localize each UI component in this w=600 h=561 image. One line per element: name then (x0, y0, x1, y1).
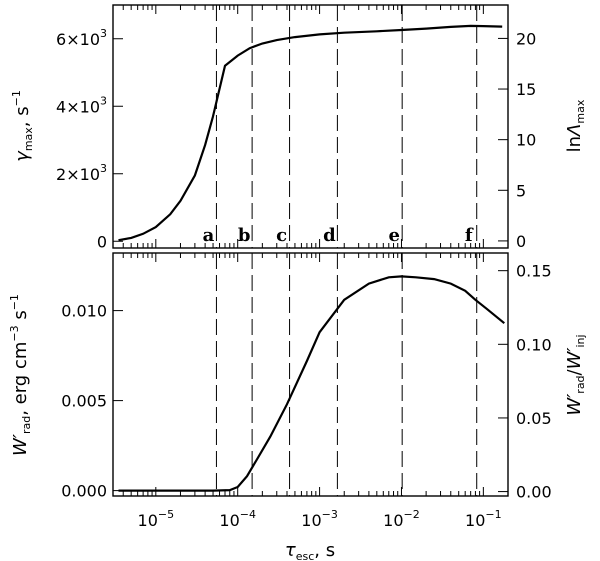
top-frame (112, 4, 509, 249)
marker-label-d: d (323, 225, 336, 246)
bottom-y-right-axis-label: W′rad/W′inj (564, 334, 587, 415)
bottom-panel: 0.000 0.005 0.010 0.00 0.05 0.10 0.15 10−5 10−4 1… (61, 252, 552, 530)
x-tick-label: 10−2 (383, 508, 420, 530)
bottom-y-right-tick-label: 0.00 (516, 483, 552, 502)
marker-label-c: c (276, 225, 287, 246)
top-y-right-tick-label: 15 (516, 80, 536, 99)
bottom-y-right-tick-label: 0.15 (516, 262, 552, 281)
x-axis-label: τesc, s (285, 540, 335, 561)
x-tick-label: 10−4 (219, 508, 256, 530)
bottom-y-tick-label: 0.010 (61, 302, 107, 321)
top-y-right-axis-label: lnΛmax (564, 99, 587, 152)
marker-label-a: a (203, 225, 215, 246)
axis-labels: τesc, s γmax, s−1 lnΛmax W′rad, erg cm−3 s−… (8, 90, 587, 561)
bottom-y-right-tick-label: 0.05 (516, 409, 552, 428)
x-tick-label: 10−5 (138, 508, 175, 530)
x-tick-label: 10−3 (301, 508, 338, 530)
x-tick-label: 10−1 (465, 508, 502, 530)
bottom-series-line (118, 275, 505, 492)
marker-label-f: f (465, 225, 474, 246)
top-y-tick-label: 6×103 (56, 27, 107, 49)
top-panel: 0 2×103 4×103 6×103 0 5 10 15 20 a b c d e f (56, 4, 536, 251)
bottom-y-right-tick-label: 0.10 (516, 335, 552, 354)
top-y-right-tick-label: 20 (516, 29, 536, 48)
top-y-right-tick-label: 5 (516, 181, 526, 200)
top-y-axis-label: γmax, s−1 (10, 90, 35, 162)
marker-label-b: b (238, 225, 251, 246)
top-series-line (118, 24, 503, 242)
top-y-tick-label: 0 (97, 232, 107, 251)
bottom-y-tick-label: 0.000 (61, 482, 107, 501)
top-y-right-tick-label: 0 (516, 232, 526, 251)
top-y-tick-label: 2×103 (56, 162, 107, 184)
bottom-y-tick-label: 0.005 (61, 392, 107, 411)
top-y-right-tick-label: 10 (516, 131, 536, 150)
bottom-y-axis-label: W′rad, erg cm−3 s−1 (8, 294, 33, 456)
bottom-frame (112, 252, 509, 497)
marker-label-e: e (388, 225, 399, 246)
top-y-tick-label: 4×103 (56, 94, 107, 116)
